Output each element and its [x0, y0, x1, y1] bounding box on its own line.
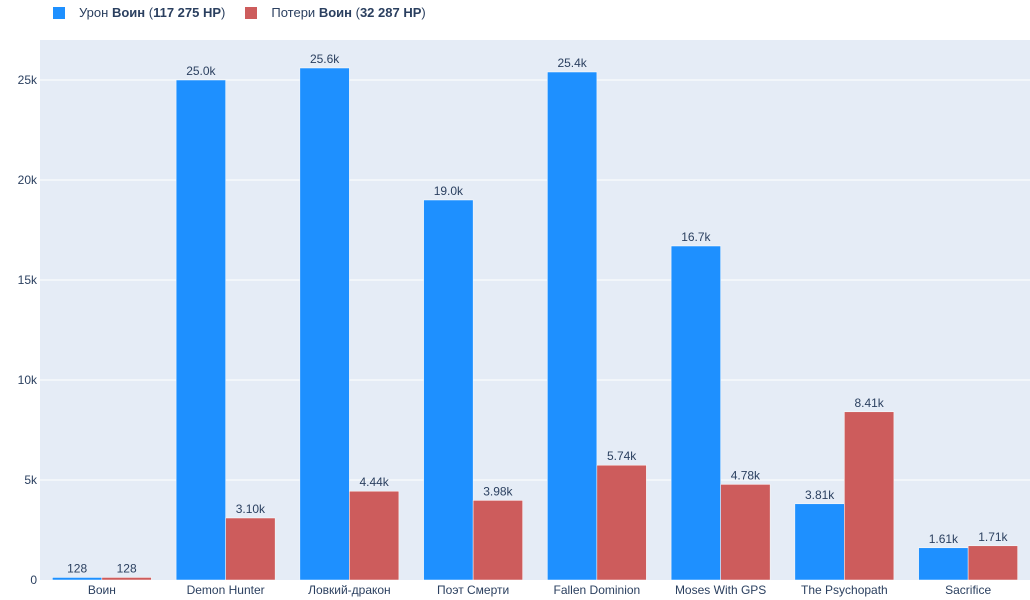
bar[interactable] — [670, 245, 721, 581]
data-label: 3.81k — [805, 488, 835, 502]
legend-label-damage: Урон Воин (117 275 HP) — [79, 5, 226, 20]
bar[interactable] — [225, 517, 276, 581]
bar[interactable] — [52, 577, 103, 581]
x-tick-label: Demon Hunter — [187, 583, 265, 597]
data-label: 128 — [67, 561, 87, 575]
x-tick-label: Fallen Dominion — [554, 583, 641, 597]
data-label: 1.61k — [929, 532, 959, 546]
bar[interactable] — [794, 503, 845, 581]
legend-swatch-damage — [53, 6, 65, 19]
data-label: 16.7k — [681, 230, 711, 244]
data-label: 5.74k — [607, 449, 637, 463]
bar[interactable] — [720, 484, 771, 581]
x-tick-label: Воин — [88, 583, 116, 597]
legend-item-damage[interactable]: Урон Воин (117 275 HP) — [53, 5, 225, 20]
legend-item-losses[interactable]: Потери Воин (32 287 HP) — [245, 5, 426, 20]
data-label: 25.0k — [186, 64, 216, 78]
x-tick-label: Поэт Смерти — [437, 583, 509, 597]
bar[interactable] — [472, 500, 523, 581]
data-label: 3.10k — [236, 502, 266, 516]
data-label: 4.44k — [359, 475, 389, 489]
data-label: 25.4k — [557, 56, 587, 70]
bar[interactable] — [844, 411, 895, 581]
data-label: 8.41k — [854, 396, 884, 410]
x-tick-label: Ловкий-дракон — [308, 583, 391, 597]
bar[interactable] — [349, 490, 400, 581]
bar[interactable] — [299, 67, 350, 581]
y-tick-label: 5k — [24, 473, 38, 487]
data-label: 25.6k — [310, 52, 340, 66]
data-label: 4.78k — [731, 468, 761, 482]
bar[interactable] — [101, 577, 152, 581]
bar[interactable] — [423, 199, 474, 581]
x-tick-label: Sacrifice — [945, 583, 991, 597]
legend-label-losses: Потери Воин (32 287 HP) — [271, 5, 426, 20]
bar[interactable] — [596, 464, 647, 581]
legend: Урон Воин (117 275 HP) Потери Воин (32 2… — [53, 5, 426, 20]
bar[interactable] — [547, 71, 598, 581]
y-tick-label: 0 — [30, 573, 37, 587]
y-tick-label: 10k — [18, 373, 38, 387]
y-tick-label: 20k — [18, 173, 38, 187]
legend-swatch-losses — [245, 6, 258, 19]
bar[interactable] — [967, 545, 1018, 581]
y-tick-label: 25k — [18, 73, 38, 87]
data-label: 1.71k — [978, 530, 1008, 544]
bar[interactable] — [175, 79, 226, 581]
data-label: 19.0k — [434, 184, 464, 198]
data-label: 3.98k — [483, 484, 513, 498]
data-label: 128 — [117, 561, 137, 575]
x-tick-label: The Psychopath — [801, 583, 888, 597]
y-tick-label: 15k — [18, 273, 38, 287]
x-tick-label: Moses With GPS — [675, 583, 766, 597]
bar[interactable] — [918, 547, 969, 581]
